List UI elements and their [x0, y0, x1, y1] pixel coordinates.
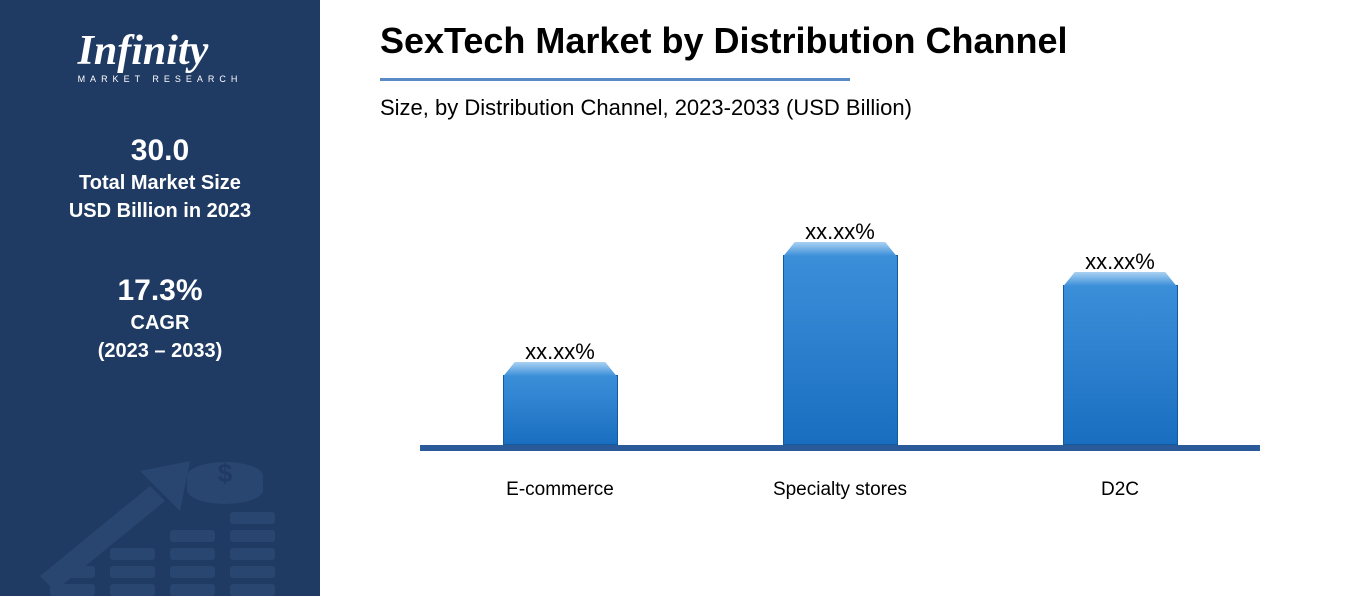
sidebar: Infinity MARKET RESEARCH 30.0 Total Mark…: [0, 0, 320, 596]
bar-chart: xx.xx% xx.xx% xx.xx% E-commerce Specialt…: [380, 161, 1300, 521]
chart-title: SexTech Market by Distribution Channel: [380, 20, 1300, 62]
x-label: Specialty stores: [740, 479, 940, 501]
bar-group-specialty: xx.xx%: [740, 219, 940, 445]
bar-value-label: xx.xx%: [1085, 249, 1155, 275]
bar: [1063, 285, 1178, 445]
stat-label-line2: (2023 – 2033): [98, 338, 223, 364]
bar: [783, 255, 898, 445]
stat-label-line1: Total Market Size: [69, 170, 251, 196]
bar: [503, 375, 618, 445]
stat-label-line2: USD Billion in 2023: [69, 198, 251, 224]
stat-cagr: 17.3% CAGR (2023 – 2033): [98, 274, 223, 364]
x-label: E-commerce: [460, 479, 660, 501]
chart-baseline: [420, 445, 1260, 451]
main-panel: SexTech Market by Distribution Channel S…: [320, 0, 1360, 596]
bars-container: xx.xx% xx.xx% xx.xx%: [420, 185, 1260, 445]
x-label: D2C: [1020, 479, 1220, 501]
stat-label-line1: CAGR: [98, 310, 223, 336]
logo-subtext: MARKET RESEARCH: [78, 74, 243, 84]
x-axis-labels: E-commerce Specialty stores D2C: [420, 479, 1260, 501]
stat-value: 30.0: [69, 134, 251, 168]
stat-value: 17.3%: [98, 274, 223, 308]
bar-value-label: xx.xx%: [805, 219, 875, 245]
bar-value-label: xx.xx%: [525, 339, 595, 365]
stat-market-size: 30.0 Total Market Size USD Billion in 20…: [69, 134, 251, 224]
logo-main: Infinity: [78, 30, 243, 72]
logo: Infinity MARKET RESEARCH: [78, 30, 243, 84]
title-rule: [380, 78, 850, 81]
bar-group-ecommerce: xx.xx%: [460, 339, 660, 445]
growth-icon: $: [30, 436, 290, 596]
svg-text:$: $: [218, 458, 233, 488]
bar-group-d2c: xx.xx%: [1020, 249, 1220, 445]
chart-subtitle: Size, by Distribution Channel, 2023-2033…: [380, 95, 1300, 121]
